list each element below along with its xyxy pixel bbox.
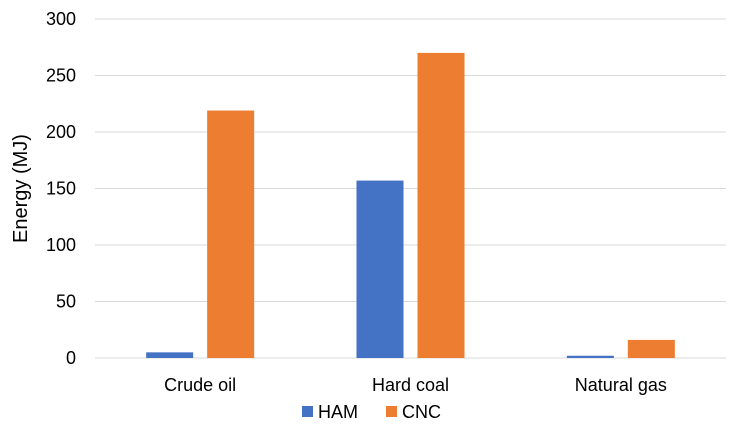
x-category-label: Crude oil: [164, 375, 236, 395]
y-tick-label: 250: [46, 66, 76, 86]
legend-swatch-ham: [302, 406, 313, 417]
y-tick-label: 100: [46, 235, 76, 255]
y-axis-label: Energy (MJ): [10, 134, 32, 243]
x-category-label: Natural gas: [575, 375, 667, 395]
y-tick-label: 150: [46, 179, 76, 199]
y-tick-label: 0: [66, 348, 76, 368]
legend-label-cnc: CNC: [402, 402, 441, 422]
legend-label-ham: HAM: [318, 402, 358, 422]
bar-ham-natural-gas: [566, 355, 614, 358]
bar-ham-crude-oil: [146, 352, 194, 358]
legend-swatch-cnc: [386, 406, 397, 417]
y-tick-label: 50: [56, 292, 76, 312]
y-tick-label: 300: [46, 9, 76, 29]
bar-cnc-crude-oil: [207, 110, 255, 358]
x-category-label: Hard coal: [372, 375, 449, 395]
y-tick-label: 200: [46, 122, 76, 142]
bar-ham-hard-coal: [356, 180, 404, 358]
bar-cnc-natural-gas: [627, 339, 675, 358]
bar-cnc-hard-coal: [417, 52, 465, 359]
